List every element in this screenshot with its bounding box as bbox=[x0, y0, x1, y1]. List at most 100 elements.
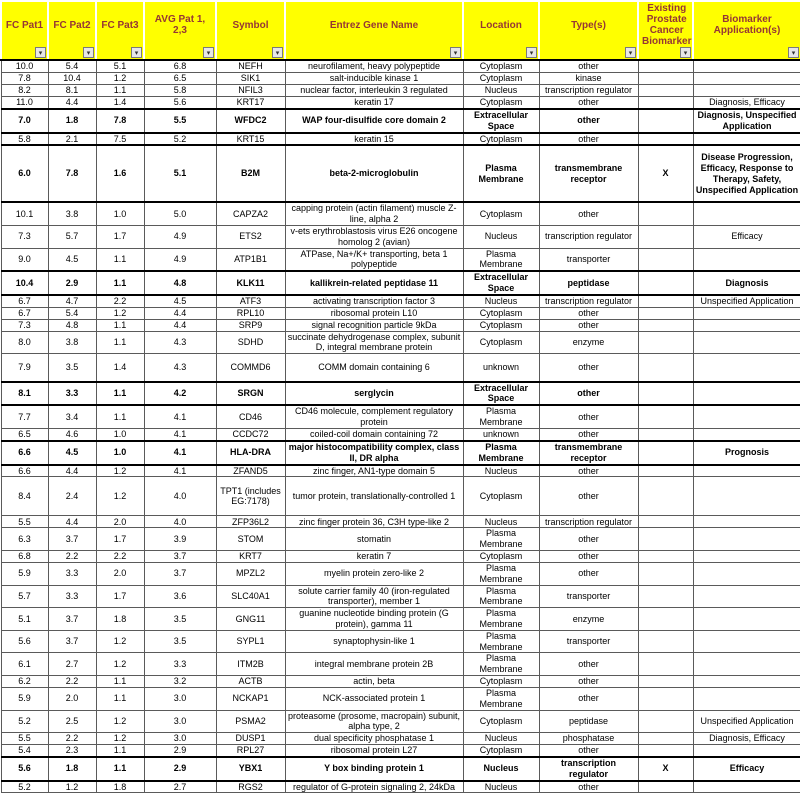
cell-symbol[interactable]: HLA-DRA bbox=[215, 439, 286, 466]
filter-dropdown-icon[interactable]: ▾ bbox=[83, 47, 94, 58]
cell-symbol[interactable]: ATF3 bbox=[215, 294, 286, 308]
cell-fc-pat3[interactable]: 1.0 bbox=[95, 427, 145, 442]
cell-symbol[interactable]: SRGN bbox=[215, 380, 286, 407]
cell-fc-pat1[interactable]: 11.0 bbox=[0, 95, 49, 110]
cell-gene-name[interactable]: CD46 molecule, complement regulatory pro… bbox=[284, 404, 464, 429]
cell-avg-pat-123[interactable]: 2.7 bbox=[143, 780, 217, 793]
cell-biomarker-application[interactable] bbox=[692, 201, 800, 226]
cell-fc-pat2[interactable]: 2.1 bbox=[47, 132, 97, 146]
cell-gene-name[interactable]: activating transcription factor 3 bbox=[284, 294, 464, 308]
cell-location[interactable]: Cytoplasm bbox=[462, 550, 540, 564]
cell-types[interactable]: other bbox=[538, 744, 639, 758]
cell-location[interactable]: Cytoplasm bbox=[462, 59, 540, 73]
cell-fc-pat2[interactable]: 3.5 bbox=[47, 353, 97, 383]
cell-types[interactable]: transcription regulator bbox=[538, 224, 639, 249]
cell-fc-pat1[interactable]: 7.3 bbox=[0, 318, 49, 332]
cell-location[interactable]: Cytoplasm bbox=[462, 476, 540, 517]
cell-biomarker-application[interactable] bbox=[692, 247, 800, 272]
cell-biomarker-application[interactable]: Disease Progression, Efficacy, Response … bbox=[692, 144, 800, 204]
cell-fc-pat2[interactable]: 2.4 bbox=[47, 476, 97, 517]
cell-fc-pat1[interactable]: 5.5 bbox=[0, 732, 49, 746]
cell-existing-biomarker[interactable] bbox=[637, 607, 694, 631]
cell-types[interactable]: enzyme bbox=[538, 330, 639, 355]
cell-types[interactable]: other bbox=[538, 306, 639, 320]
cell-fc-pat2[interactable]: 3.8 bbox=[47, 330, 97, 355]
cell-avg-pat-123[interactable]: 2.9 bbox=[143, 756, 217, 782]
cell-gene-name[interactable]: guanine nucleotide binding protein (G pr… bbox=[284, 607, 464, 631]
cell-gene-name[interactable]: tumor protein, translationally-controlle… bbox=[284, 476, 464, 517]
cell-biomarker-application[interactable]: Efficacy bbox=[692, 224, 800, 249]
cell-gene-name[interactable]: synaptophysin-like 1 bbox=[284, 629, 464, 654]
cell-fc-pat2[interactable]: 1.8 bbox=[47, 107, 97, 134]
cell-biomarker-application[interactable] bbox=[692, 380, 800, 407]
cell-biomarker-application[interactable] bbox=[692, 584, 800, 609]
cell-biomarker-application[interactable] bbox=[692, 515, 800, 529]
cell-symbol[interactable]: SDHD bbox=[215, 330, 286, 355]
cell-fc-pat3[interactable]: 1.7 bbox=[95, 527, 145, 552]
filter-dropdown-icon[interactable]: ▾ bbox=[625, 47, 636, 58]
cell-fc-pat1[interactable]: 5.7 bbox=[0, 584, 49, 609]
cell-types[interactable]: other bbox=[538, 59, 639, 73]
cell-types[interactable]: other bbox=[538, 464, 639, 478]
cell-types[interactable]: transcription regulator bbox=[538, 294, 639, 308]
cell-avg-pat-123[interactable]: 4.9 bbox=[143, 224, 217, 249]
cell-fc-pat3[interactable]: 1.1 bbox=[95, 270, 145, 296]
cell-fc-pat3[interactable]: 7.5 bbox=[95, 132, 145, 146]
cell-fc-pat2[interactable]: 4.7 bbox=[47, 294, 97, 308]
cell-biomarker-application[interactable] bbox=[692, 687, 800, 711]
cell-avg-pat-123[interactable]: 4.8 bbox=[143, 270, 217, 296]
cell-location[interactable]: Plasma Membrane bbox=[462, 687, 540, 711]
cell-fc-pat1[interactable]: 6.2 bbox=[0, 675, 49, 688]
cell-location[interactable]: Plasma Membrane bbox=[462, 247, 540, 272]
cell-biomarker-application[interactable] bbox=[692, 607, 800, 631]
cell-avg-pat-123[interactable]: 3.7 bbox=[143, 562, 217, 586]
cell-avg-pat-123[interactable]: 5.8 bbox=[143, 83, 217, 97]
cell-types[interactable]: other bbox=[538, 687, 639, 711]
filter-dropdown-icon[interactable]: ▾ bbox=[272, 47, 283, 58]
cell-gene-name[interactable]: signal recognition particle 9kDa bbox=[284, 318, 464, 332]
cell-location[interactable]: Cytoplasm bbox=[462, 95, 540, 110]
cell-existing-biomarker[interactable] bbox=[637, 71, 694, 85]
cell-biomarker-application[interactable] bbox=[692, 59, 800, 73]
cell-symbol[interactable]: RPL10 bbox=[215, 306, 286, 320]
cell-biomarker-application[interactable] bbox=[692, 629, 800, 654]
cell-types[interactable]: other bbox=[538, 132, 639, 146]
cell-types[interactable]: other bbox=[538, 652, 639, 676]
cell-types[interactable]: other bbox=[538, 353, 639, 383]
cell-types[interactable]: transcription regulator bbox=[538, 515, 639, 529]
cell-fc-pat1[interactable]: 7.8 bbox=[0, 71, 49, 85]
cell-fc-pat1[interactable]: 8.1 bbox=[0, 380, 49, 407]
cell-symbol[interactable]: KRT15 bbox=[215, 132, 286, 146]
cell-fc-pat2[interactable]: 2.7 bbox=[47, 652, 97, 676]
cell-existing-biomarker[interactable] bbox=[637, 404, 694, 429]
cell-symbol[interactable]: NEFH bbox=[215, 59, 286, 73]
cell-gene-name[interactable]: dual specificity phosphatase 1 bbox=[284, 732, 464, 746]
cell-existing-biomarker[interactable]: X bbox=[637, 756, 694, 782]
cell-avg-pat-123[interactable]: 3.9 bbox=[143, 527, 217, 552]
cell-fc-pat1[interactable]: 5.1 bbox=[0, 607, 49, 631]
cell-biomarker-application[interactable] bbox=[692, 427, 800, 442]
cell-symbol[interactable]: KRT17 bbox=[215, 95, 286, 110]
cell-existing-biomarker[interactable] bbox=[637, 107, 694, 134]
cell-fc-pat3[interactable]: 7.8 bbox=[95, 107, 145, 134]
cell-fc-pat1[interactable]: 7.3 bbox=[0, 224, 49, 249]
cell-avg-pat-123[interactable]: 5.6 bbox=[143, 95, 217, 110]
cell-biomarker-application[interactable] bbox=[692, 780, 800, 793]
cell-location[interactable]: Plasma Membrane bbox=[462, 527, 540, 552]
cell-avg-pat-123[interactable]: 5.1 bbox=[143, 144, 217, 204]
cell-types[interactable]: other bbox=[538, 404, 639, 429]
cell-biomarker-application[interactable] bbox=[692, 464, 800, 478]
cell-avg-pat-123[interactable]: 4.2 bbox=[143, 380, 217, 407]
cell-fc-pat3[interactable]: 1.1 bbox=[95, 380, 145, 407]
cell-symbol[interactable]: KLK11 bbox=[215, 270, 286, 296]
cell-fc-pat3[interactable]: 1.2 bbox=[95, 732, 145, 746]
cell-biomarker-application[interactable] bbox=[692, 476, 800, 517]
cell-types[interactable]: other bbox=[538, 201, 639, 226]
cell-fc-pat2[interactable]: 1.8 bbox=[47, 756, 97, 782]
cell-location[interactable]: Nucleus bbox=[462, 83, 540, 97]
cell-fc-pat1[interactable]: 7.0 bbox=[0, 107, 49, 134]
cell-fc-pat1[interactable]: 9.0 bbox=[0, 247, 49, 272]
cell-biomarker-application[interactable] bbox=[692, 744, 800, 758]
cell-avg-pat-123[interactable]: 3.5 bbox=[143, 607, 217, 631]
cell-types[interactable]: peptidase bbox=[538, 709, 639, 734]
